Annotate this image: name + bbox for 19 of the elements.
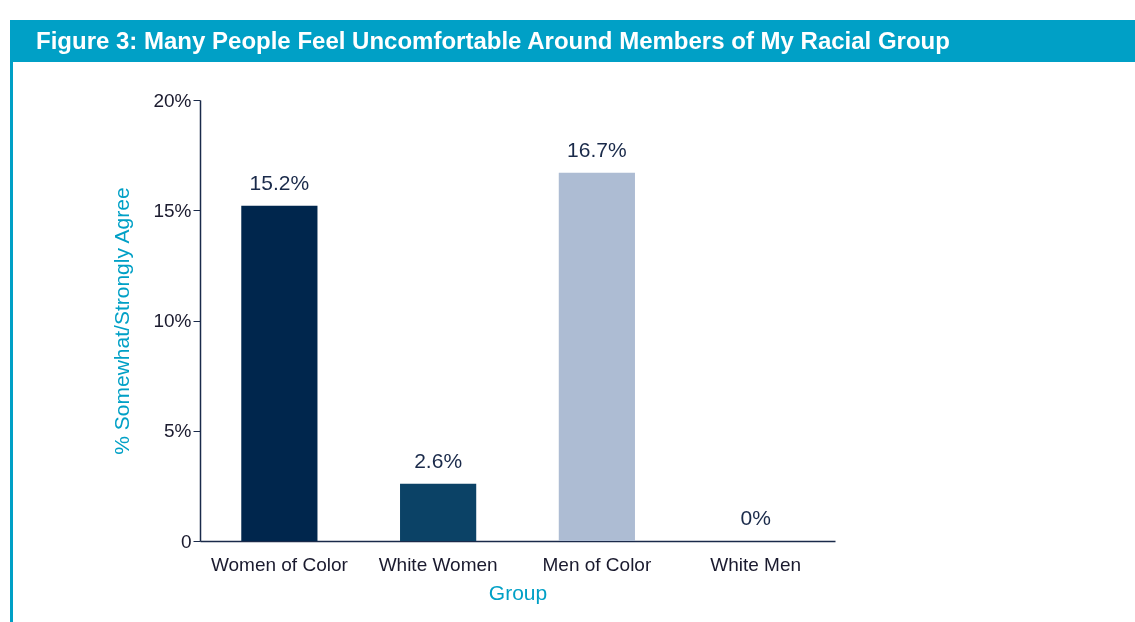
y-tick-label: 20%: [153, 89, 192, 111]
x-axis-title: Group: [488, 580, 548, 604]
x-tick-label: Men of Color: [542, 553, 652, 575]
chart-title: Figure 3: Many People Feel Uncomfortable Around Members of My Racial Group: [10, 20, 1135, 62]
y-tick-label: 5%: [164, 420, 192, 442]
x-tick-label: White Women: [378, 553, 498, 575]
data-label: 2.6%: [414, 448, 463, 472]
data-label: 16.7%: [567, 137, 627, 161]
x-tick-label: Women of Color: [210, 553, 349, 575]
y-tick-label: 0: [180, 530, 192, 552]
y-tick-label: 10%: [153, 310, 192, 331]
y-axis-title: % Somewhat/Strongly Agree: [110, 187, 134, 455]
y-tick-label: 15%: [153, 199, 192, 221]
data-label: 15.2%: [249, 170, 310, 194]
bar: [241, 205, 318, 541]
data-label: 0%: [740, 506, 771, 529]
bar: [558, 172, 635, 541]
bar: [400, 483, 477, 541]
x-tick-label: White Men: [710, 553, 802, 575]
